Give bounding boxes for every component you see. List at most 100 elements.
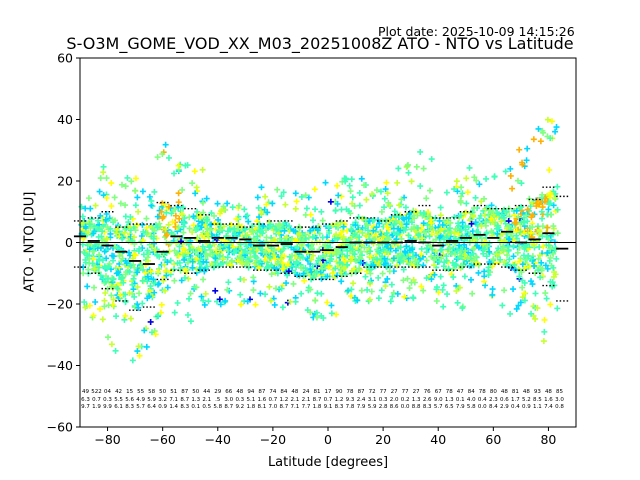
scatter-point [366, 279, 373, 286]
scatter-point [331, 235, 338, 242]
scatter-point [314, 290, 321, 297]
scatter-point [531, 262, 538, 269]
scatter-point [319, 217, 326, 224]
scatter-point [420, 220, 427, 227]
scatter-point [310, 217, 317, 224]
stat-label-counts: 50 [159, 389, 166, 395]
scatter-point [544, 116, 551, 123]
scatter-point [427, 243, 434, 250]
scatter-point [296, 231, 303, 238]
scatter-point [163, 232, 170, 239]
scatter-point [171, 266, 178, 273]
scatter-point [284, 262, 291, 269]
scatter-point [340, 234, 347, 241]
scatter-point [228, 257, 235, 264]
scatter-point [148, 233, 155, 240]
scatter-point [258, 260, 265, 267]
scatter-point [250, 287, 257, 294]
axis-layer: −80 −60 −40 −20 0 20 40 60 80 −60 −40 −20 0 20 40 60 [47, 51, 557, 448]
scatter-point [516, 273, 523, 280]
scatter-point [237, 301, 244, 308]
scatter-point [417, 183, 424, 190]
stat-label-stds: 0.9 [522, 404, 531, 410]
scatter-point [536, 201, 543, 208]
scatter-point [548, 118, 555, 125]
x-tick-label: 60 [485, 432, 501, 447]
scatter-point [191, 168, 198, 175]
stat-label-counts: 17 [325, 389, 332, 395]
scatter-point [550, 202, 557, 209]
scatter-point [389, 293, 396, 300]
stat-label-means: 8.5 [533, 397, 542, 403]
stat-label-stds: 1.9 [92, 404, 101, 410]
stat-label-means: 6.3 [81, 397, 90, 403]
stat-label-means: 2.1 [302, 397, 311, 403]
scatter-point [459, 305, 466, 312]
scatter-point [283, 280, 290, 287]
scatter-point [257, 290, 264, 297]
scatter-point [318, 312, 325, 319]
scatter-point [354, 297, 361, 304]
scatter-point [335, 192, 342, 199]
scatter-point [110, 257, 117, 264]
scatter-point [516, 244, 523, 251]
scatter-point [356, 189, 363, 196]
scatter-point [497, 256, 504, 263]
stat-label-stds: 1.4 [169, 404, 178, 410]
scatter-point [176, 243, 183, 250]
scatter-point [281, 253, 288, 260]
scatter-point [510, 242, 517, 249]
scatter-point [187, 290, 194, 297]
scatter-point [544, 211, 551, 218]
scatter-point [340, 255, 347, 262]
scatter-point [518, 180, 525, 187]
scatter-layer [78, 116, 561, 364]
scatter-point [252, 301, 259, 308]
scatter-point [476, 215, 483, 222]
scatter-point [451, 186, 458, 193]
scatter-point [180, 245, 187, 252]
scatter-point [370, 262, 377, 269]
scatter-point [244, 298, 251, 305]
scatter-point [178, 210, 185, 217]
scatter-point [537, 252, 544, 259]
scatter-point [143, 231, 150, 238]
scatter-point [392, 247, 399, 254]
scatter-point [439, 286, 446, 293]
scatter-point [427, 217, 434, 224]
scatter-point [152, 331, 159, 338]
scatter-point [420, 165, 427, 172]
scatter-point [501, 287, 508, 294]
stat-label-stds: 8.6 [390, 404, 399, 410]
scatter-point [467, 231, 474, 238]
scatter-point [132, 187, 139, 194]
scatter-point [486, 240, 493, 247]
scatter-point [182, 266, 189, 273]
stat-label-counts: 77 [402, 389, 409, 395]
scatter-point [439, 221, 446, 228]
scatter-point [85, 220, 92, 227]
scatter-point [273, 285, 280, 292]
scatter-point [362, 273, 369, 280]
scatter-point [481, 278, 488, 285]
scatter-point [193, 184, 200, 191]
scatter-point [289, 252, 296, 259]
scatter-point [165, 221, 172, 228]
stat-label-means: 3.1 [368, 397, 377, 403]
stat-label-counts: 24 [302, 389, 309, 395]
scatter-point [253, 226, 260, 233]
scatter-point [239, 260, 246, 267]
scatter-point [271, 247, 278, 254]
scatter-point [137, 263, 144, 270]
scatter-point [351, 202, 358, 209]
stat-label-means: 1.6 [257, 397, 266, 403]
scatter-point [122, 257, 129, 264]
scatter-point [423, 249, 430, 256]
scatter-point [393, 217, 400, 224]
scatter-point [122, 202, 129, 209]
scatter-point [91, 265, 98, 272]
scatter-point [437, 273, 444, 280]
stat-label-means: 8.7 [313, 397, 322, 403]
scatter-point [396, 212, 403, 219]
scatter-point [426, 233, 433, 240]
